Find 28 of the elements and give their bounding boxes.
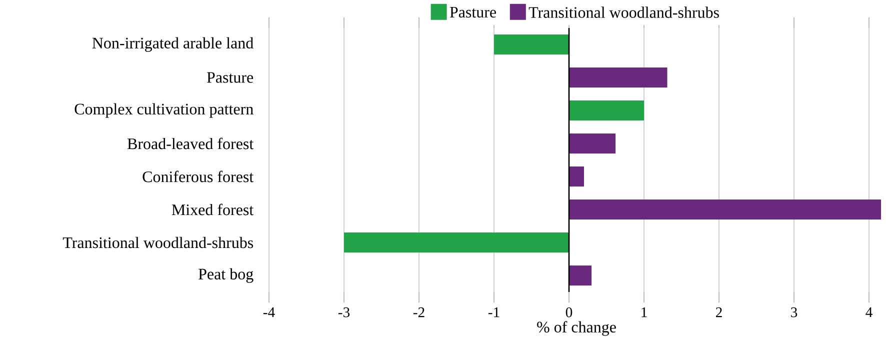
x-tick-label: 2 xyxy=(716,307,722,318)
bar xyxy=(344,232,570,253)
bar xyxy=(569,134,616,154)
legend-label: Transitional woodland-shrubs xyxy=(528,6,719,18)
x-tick-label: -3 xyxy=(338,307,350,318)
x-tick-label: -1 xyxy=(488,307,500,318)
y-tick-label: Pasture xyxy=(206,72,254,83)
bar xyxy=(494,34,570,55)
x-tick-label: 4 xyxy=(866,307,872,318)
x-tick-label: 0 xyxy=(566,307,572,318)
bar xyxy=(569,200,881,220)
bar xyxy=(569,100,644,121)
y-tick-label: Transitional woodland-shrubs xyxy=(62,236,254,248)
x-tick-label: 3 xyxy=(791,307,798,318)
y-tick-label: Broad-leaved forest xyxy=(127,138,254,150)
x-tick-label: -4 xyxy=(263,307,275,318)
y-tick-label: Complex cultivation pattern xyxy=(74,103,254,118)
legend-label: Pasture xyxy=(450,6,496,18)
bar xyxy=(569,266,592,286)
bar xyxy=(569,166,584,186)
bar xyxy=(569,68,668,88)
y-tick-label: Coniferous forest xyxy=(142,170,254,182)
x-axis-title: % of change xyxy=(537,321,616,336)
y-tick-label: Non-irrigated arable land xyxy=(92,37,254,52)
y-tick-label: Peat bog xyxy=(198,268,254,283)
x-tick-label: -2 xyxy=(413,307,424,318)
x-tick-label: 1 xyxy=(642,307,647,318)
y-tick-label: Mixed forest xyxy=(172,204,254,216)
